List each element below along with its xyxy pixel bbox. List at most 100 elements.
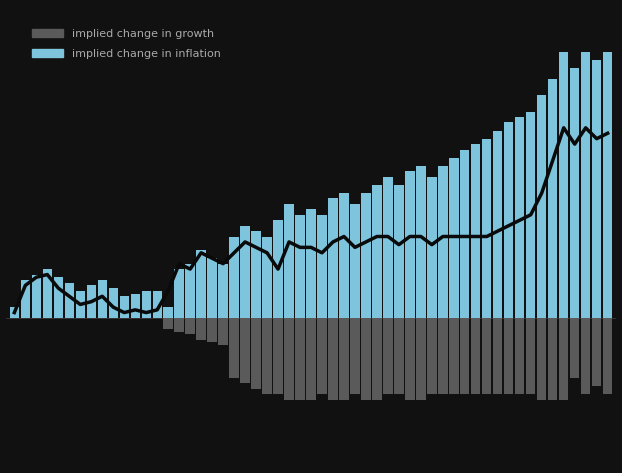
Bar xyxy=(471,144,480,318)
Bar xyxy=(504,318,513,394)
Bar xyxy=(208,318,217,342)
Legend: implied change in growth, implied change in inflation: implied change in growth, implied change… xyxy=(24,20,230,68)
Bar xyxy=(185,263,195,318)
Bar xyxy=(86,307,96,318)
Bar xyxy=(43,269,52,318)
Bar xyxy=(460,318,470,394)
Bar xyxy=(548,318,557,400)
Bar xyxy=(570,318,579,378)
Bar xyxy=(471,318,480,394)
Bar xyxy=(185,318,195,334)
Bar xyxy=(339,193,349,318)
Bar xyxy=(328,318,338,400)
Bar xyxy=(515,318,524,394)
Bar xyxy=(581,318,590,394)
Bar xyxy=(273,220,283,318)
Bar xyxy=(416,166,425,318)
Bar xyxy=(328,199,338,318)
Bar xyxy=(603,318,612,394)
Bar xyxy=(273,318,283,394)
Bar xyxy=(339,318,349,400)
Bar xyxy=(482,318,491,394)
Bar xyxy=(372,185,381,318)
Bar xyxy=(559,318,569,400)
Bar xyxy=(394,318,404,394)
Bar xyxy=(65,296,74,318)
Bar xyxy=(537,95,546,318)
Bar xyxy=(306,318,316,400)
Bar xyxy=(405,318,414,400)
Bar xyxy=(515,117,524,318)
Bar xyxy=(493,131,503,318)
Bar xyxy=(361,318,371,400)
Bar xyxy=(581,52,590,318)
Bar xyxy=(592,318,601,386)
Bar xyxy=(109,313,118,318)
Bar xyxy=(592,60,601,318)
Bar xyxy=(98,280,107,318)
Bar xyxy=(295,215,305,318)
Bar xyxy=(109,288,118,318)
Bar xyxy=(350,204,360,318)
Bar xyxy=(32,274,41,318)
Bar xyxy=(197,250,206,318)
Bar xyxy=(76,291,85,318)
Bar xyxy=(603,52,612,318)
Bar xyxy=(350,318,360,394)
Bar xyxy=(251,318,261,389)
Bar xyxy=(86,285,96,318)
Bar xyxy=(65,283,74,318)
Bar xyxy=(295,318,305,400)
Bar xyxy=(504,123,513,318)
Bar xyxy=(427,177,437,318)
Bar xyxy=(383,177,392,318)
Bar xyxy=(76,302,85,318)
Bar xyxy=(119,296,129,318)
Bar xyxy=(53,291,63,318)
Bar xyxy=(164,307,173,318)
Bar xyxy=(438,166,447,318)
Bar xyxy=(208,258,217,318)
Bar xyxy=(142,291,151,318)
Bar xyxy=(427,318,437,394)
Bar xyxy=(449,158,458,318)
Bar xyxy=(10,310,19,318)
Bar xyxy=(262,236,272,318)
Bar xyxy=(482,139,491,318)
Bar xyxy=(131,294,140,318)
Bar xyxy=(119,313,129,318)
Bar xyxy=(218,263,228,318)
Bar xyxy=(98,310,107,318)
Bar xyxy=(405,171,414,318)
Bar xyxy=(21,280,30,318)
Bar xyxy=(526,112,536,318)
Bar xyxy=(43,280,52,318)
Bar xyxy=(284,318,294,400)
Bar xyxy=(493,318,503,394)
Bar xyxy=(175,318,184,332)
Bar xyxy=(537,318,546,400)
Bar xyxy=(394,185,404,318)
Bar xyxy=(548,79,557,318)
Bar xyxy=(230,318,239,378)
Bar xyxy=(306,210,316,318)
Bar xyxy=(449,318,458,394)
Bar xyxy=(526,318,536,394)
Bar xyxy=(230,236,239,318)
Bar xyxy=(438,318,447,394)
Bar xyxy=(164,318,173,329)
Bar xyxy=(131,315,140,318)
Bar xyxy=(241,318,250,383)
Bar xyxy=(570,68,579,318)
Bar xyxy=(372,318,381,400)
Bar xyxy=(317,318,327,394)
Bar xyxy=(152,291,162,318)
Bar xyxy=(416,318,425,400)
Bar xyxy=(460,149,470,318)
Bar xyxy=(53,277,63,318)
Bar xyxy=(142,315,151,318)
Bar xyxy=(152,315,162,318)
Bar xyxy=(241,226,250,318)
Bar xyxy=(383,318,392,394)
Bar xyxy=(361,193,371,318)
